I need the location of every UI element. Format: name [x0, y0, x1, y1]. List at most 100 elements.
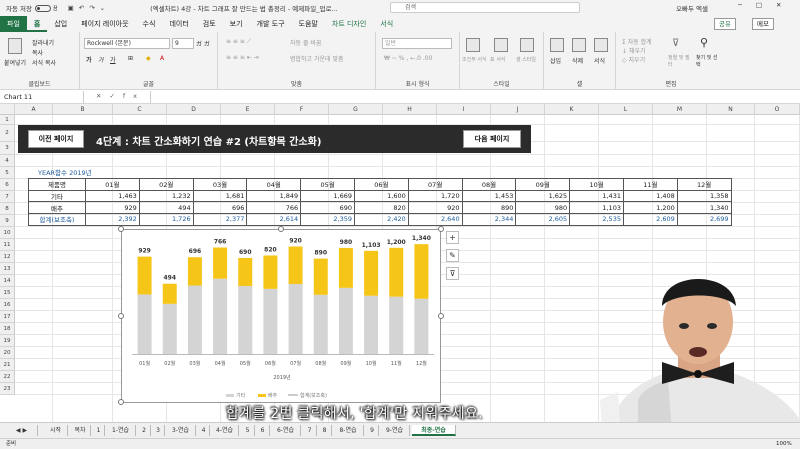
column-header[interactable]: F — [275, 104, 329, 115]
value-cell[interactable]: 09월 — [515, 178, 571, 191]
chart-handle-ml[interactable] — [118, 313, 124, 319]
tab-view[interactable]: 보기 — [229, 20, 243, 28]
next-page-button[interactable]: 다음 페이지 — [461, 128, 523, 150]
format-cells-icon[interactable] — [594, 38, 608, 52]
insert-cells-icon[interactable] — [550, 38, 564, 52]
conditional-format-icon[interactable] — [466, 38, 480, 52]
autosave-toggle[interactable] — [35, 4, 51, 12]
column-header[interactable]: O — [755, 104, 800, 115]
value-cell[interactable]: 1,358 — [676, 189, 732, 203]
value-cell[interactable]: 12월 — [676, 178, 732, 191]
row-header[interactable]: 11 — [0, 238, 15, 251]
value-cell[interactable]: 1,453 — [461, 189, 517, 203]
value-cell[interactable]: 890 — [461, 201, 517, 215]
zoom-level[interactable]: 100% — [776, 441, 792, 447]
value-cell[interactable]: 2,605 — [515, 213, 571, 226]
value-cell[interactable]: 03월 — [192, 178, 248, 191]
wrap-text-button[interactable]: 자동 줄 바꿈 — [290, 40, 322, 47]
chart-styles-icon[interactable]: ✎ — [446, 249, 459, 262]
chart-elements-icon[interactable]: + — [446, 231, 459, 244]
row-header[interactable]: 15 — [0, 286, 15, 299]
window-controls[interactable]: ─□✕ — [738, 1, 796, 9]
memo-button[interactable]: 메모 — [752, 18, 774, 30]
column-header[interactable]: M — [653, 104, 707, 115]
value-cell[interactable]: 1,726 — [138, 213, 194, 226]
number-format-icons[interactable]: ₩ ~ % , ←.0 .00 — [384, 55, 433, 62]
formula-input[interactable] — [150, 91, 795, 103]
column-header[interactable]: D — [167, 104, 221, 115]
quick-access-icons[interactable]: ▣↶↷⌄ — [67, 4, 111, 12]
tab-chart-design[interactable]: 차트 디자인 — [331, 20, 367, 28]
row-header[interactable]: 13 — [0, 262, 15, 275]
value-cell[interactable]: 494 — [138, 201, 194, 215]
row-header[interactable]: 3 — [0, 141, 15, 155]
value-cell[interactable]: 1,600 — [353, 189, 409, 203]
formula-icons[interactable]: ✕✓fx — [96, 92, 146, 100]
sheet-tab[interactable]: 2 — [138, 425, 151, 436]
row-header[interactable]: 9 — [0, 214, 15, 227]
row-header[interactable]: 17 — [0, 310, 15, 323]
value-cell[interactable]: 04월 — [246, 178, 302, 191]
row-header[interactable]: 23 — [0, 382, 15, 395]
font-grow-icon[interactable]: ガ ガ — [196, 41, 210, 48]
sheet-tab[interactable]: 3 — [152, 425, 165, 436]
sheet-tab[interactable]: 6-연습 — [271, 425, 301, 436]
paste-icon[interactable] — [8, 38, 22, 54]
tab-page-layout[interactable]: 페이지 레이아웃 — [81, 20, 129, 28]
chart-handle-bl[interactable] — [118, 399, 124, 405]
column-header[interactable]: K — [545, 104, 599, 115]
sheet-tab[interactable]: 4-연습 — [211, 425, 239, 436]
value-cell[interactable]: 2,614 — [246, 213, 302, 226]
align-left-icons[interactable]: ≡ ≡ ≡ ⇤ ⇥ — [226, 54, 259, 61]
underline-button[interactable]: 가 — [110, 57, 116, 64]
fill-color-icon[interactable]: ◆ — [146, 55, 151, 62]
row-header[interactable]: 20 — [0, 346, 15, 359]
value-cell[interactable]: 1,408 — [622, 189, 678, 203]
tab-developer[interactable]: 개발 도구 — [256, 20, 285, 28]
row-header[interactable]: 6 — [0, 178, 15, 191]
value-cell[interactable]: 980 — [515, 201, 571, 215]
chart-handle-tc[interactable] — [278, 226, 284, 232]
sheet-tab[interactable]: 7 — [303, 425, 317, 436]
column-header[interactable]: B — [53, 104, 113, 115]
chart-handle-tl[interactable] — [118, 226, 124, 232]
column-header[interactable]: A — [15, 104, 53, 115]
delete-cells-icon[interactable] — [572, 38, 586, 52]
value-cell[interactable]: 1,463 — [85, 189, 140, 203]
name-box[interactable]: Chart 11 — [4, 91, 84, 103]
value-cell[interactable]: 07월 — [407, 178, 463, 191]
value-cell[interactable]: 2,609 — [622, 213, 678, 226]
row-header[interactable]: 8 — [0, 202, 15, 215]
cell-style-label[interactable]: 셀 스타일 — [516, 57, 536, 63]
autosum-button[interactable]: Σ 자동 합계 — [622, 39, 652, 46]
tab-help[interactable]: 도움말 — [298, 20, 318, 28]
align-top-icons[interactable]: ≡ ≡ ≡ ⟋ — [226, 38, 252, 45]
sheet-tab[interactable]: 3-연습 — [166, 425, 196, 436]
value-cell[interactable]: 2,392 — [85, 213, 140, 226]
prev-page-button[interactable]: 이전 페이지 — [26, 128, 86, 150]
row-header[interactable]: 4 — [0, 154, 15, 167]
row-label-cell[interactable]: 배추 — [28, 201, 86, 215]
value-cell[interactable]: 696 — [192, 201, 248, 215]
value-cell[interactable]: 02월 — [138, 178, 194, 191]
column-header[interactable]: E — [221, 104, 275, 115]
value-cell[interactable]: 2,420 — [353, 213, 409, 226]
tab-format[interactable]: 서식 — [380, 20, 394, 28]
row-header[interactable]: 21 — [0, 358, 15, 371]
value-cell[interactable]: 2,344 — [461, 213, 517, 226]
tab-review[interactable]: 검토 — [202, 20, 216, 28]
value-cell[interactable]: 920 — [407, 201, 463, 215]
row-header[interactable]: 12 — [0, 250, 15, 263]
row-label-cell[interactable]: 제품명 — [28, 178, 86, 191]
chart-handle-mr[interactable] — [438, 313, 444, 319]
sheet-scroll-arrows[interactable]: ◀ ▶ — [6, 425, 38, 436]
copy-button[interactable]: 복사 — [32, 50, 44, 57]
sort-filter-label[interactable]: 정렬 및 필터 — [668, 55, 690, 68]
row-header[interactable]: 16 — [0, 298, 15, 311]
value-cell[interactable]: 1,340 — [676, 201, 732, 215]
merge-center-button[interactable]: 병합하고 가운데 맞춤 — [290, 56, 344, 63]
find-select-label[interactable]: 찾기 및 선택 — [696, 55, 718, 68]
row-header[interactable]: 10 — [0, 226, 15, 239]
row-header[interactable]: 1 — [0, 115, 15, 125]
clear-button[interactable]: ◇ 지우기 — [622, 57, 646, 64]
